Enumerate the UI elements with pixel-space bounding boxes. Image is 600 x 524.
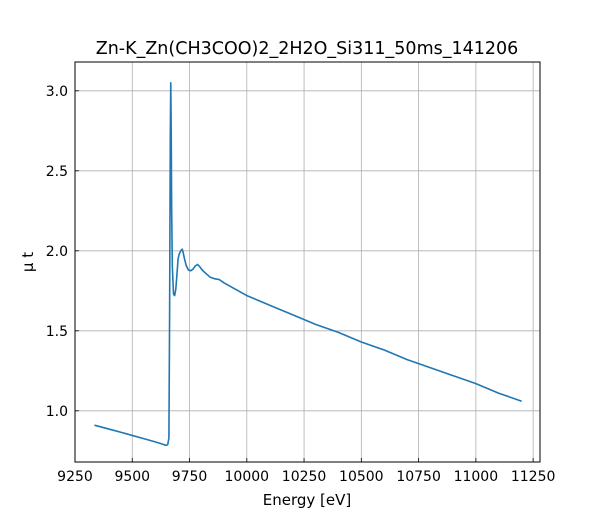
y-tick-label: 2.5 bbox=[46, 164, 68, 180]
series-line bbox=[94, 82, 522, 446]
x-tick-label: 9750 bbox=[172, 469, 208, 485]
y-tick-label: 3.0 bbox=[46, 84, 68, 100]
y-tick-label: 1.5 bbox=[46, 324, 68, 340]
x-tick-label: 11250 bbox=[511, 469, 556, 485]
y-axis: 1.0 1.5 2.0 2.5 3.0 bbox=[46, 84, 79, 420]
x-tick-label: 11000 bbox=[454, 469, 499, 485]
x-tick-label: 9250 bbox=[57, 469, 93, 485]
chart-title: Zn-K_Zn(CH3COO)2_2H2O_Si311_50ms_141206 bbox=[96, 39, 519, 59]
x-tick-label: 10000 bbox=[225, 469, 270, 485]
x-tick-label: 9500 bbox=[114, 469, 150, 485]
plot-area bbox=[94, 82, 522, 446]
grid bbox=[74, 62, 540, 462]
y-tick-label: 2.0 bbox=[46, 244, 68, 260]
x-axis: 9250 9500 9750 10000 10250 10500 10750 11000 112… bbox=[57, 458, 555, 485]
y-axis-label: μ t bbox=[19, 252, 37, 272]
x-tick-label: 10500 bbox=[339, 469, 384, 485]
x-tick-label: 10750 bbox=[396, 469, 441, 485]
x-tick-label: 10250 bbox=[282, 469, 327, 485]
x-axis-label: Energy [eV] bbox=[263, 491, 351, 509]
plot-frame bbox=[74, 61, 541, 463]
y-tick-label: 1.0 bbox=[46, 404, 68, 420]
